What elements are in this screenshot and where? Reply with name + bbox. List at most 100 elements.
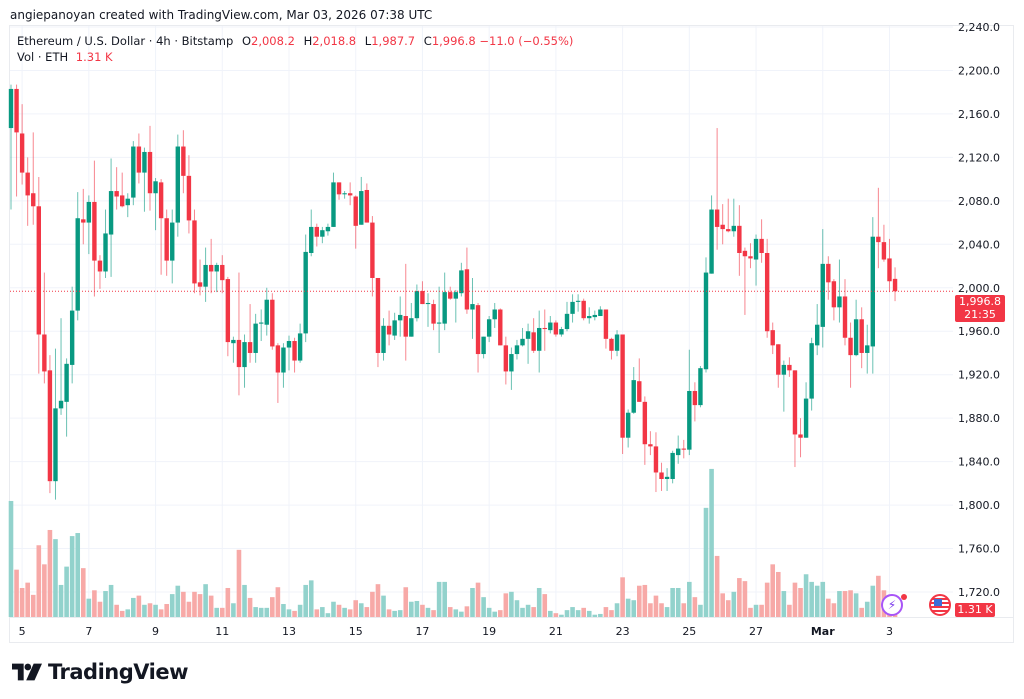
tradingview-logo[interactable]: TradingView [12, 660, 188, 684]
candle-body [103, 233, 108, 272]
volume-bar [826, 598, 831, 617]
candle-body [520, 338, 525, 346]
candle-body [242, 342, 247, 368]
volume-bar [848, 590, 853, 617]
candle-body [25, 172, 30, 196]
volume-bar [320, 607, 325, 617]
volume-bar [103, 591, 108, 617]
candle-body [297, 333, 303, 361]
price-tick-label: 2,160.0 [958, 108, 1000, 121]
candle-body [781, 364, 787, 375]
candle-body [637, 381, 642, 402]
volume-bar [303, 584, 308, 617]
time-tick-label: Mar [811, 625, 835, 638]
candle-body [575, 300, 581, 302]
candle-body [81, 219, 86, 223]
volume-bar [725, 600, 731, 617]
candle-body [208, 264, 214, 272]
volume-bar [164, 604, 169, 617]
candle-body [342, 193, 347, 195]
volume-bar [42, 564, 47, 617]
ideas-lightning-icon[interactable]: ⚡ [881, 594, 903, 616]
candle-body [859, 319, 864, 353]
candle-body [742, 250, 748, 257]
volume-bar [447, 607, 453, 617]
volume-bar [142, 604, 147, 617]
candle-body [692, 390, 698, 406]
candle-body [681, 448, 686, 450]
candle-body [264, 299, 269, 325]
volume-bar [153, 604, 158, 617]
volume-bar [814, 585, 820, 617]
candle-body [842, 296, 848, 338]
candle-body [236, 339, 242, 368]
candle-body [292, 341, 297, 361]
volume-bar [281, 604, 286, 617]
candle-body [381, 325, 386, 353]
candle-body [664, 476, 670, 479]
candle-body [764, 253, 770, 332]
candle-body [809, 343, 814, 399]
volume-bar [364, 607, 370, 617]
time-tick-label: 15 [349, 625, 363, 638]
candle-body [581, 300, 586, 319]
candle-body [703, 272, 709, 370]
time-tick-label: 13 [282, 625, 296, 638]
volume-bar [648, 603, 653, 617]
time-tick-label: 5 [19, 625, 26, 638]
last-price-value: 1,996.8 [959, 295, 1001, 308]
volume-bar [25, 582, 30, 617]
volume-bar [86, 598, 92, 617]
us-flag-events-icon[interactable] [929, 594, 951, 616]
volume-bar [47, 529, 53, 617]
candle-body [881, 242, 887, 260]
time-tick-label: 9 [152, 625, 159, 638]
volume-bar [503, 593, 509, 617]
volume-bar [798, 587, 803, 617]
candle-body [748, 256, 753, 259]
volume-bar [876, 575, 881, 617]
candle-body [259, 322, 264, 324]
candle-body [525, 331, 531, 339]
time-tick-label: 27 [749, 625, 763, 638]
price-tick-label: 1,960.0 [958, 325, 1000, 338]
candle-body [125, 198, 130, 206]
volume-bar [236, 549, 242, 617]
last-volume-tag: 1.31 K [955, 603, 995, 617]
candle-body [58, 400, 64, 409]
volume-bar [492, 611, 498, 617]
legend-symbol[interactable]: Ethereum / U.S. Dollar · 4h · Bitstamp [17, 34, 234, 48]
candle-body [542, 327, 547, 330]
time-tick-label: 23 [616, 625, 630, 638]
candle-body [787, 364, 792, 371]
volume-bar [831, 603, 837, 617]
time-tick-label: 19 [482, 625, 496, 638]
candle-body [598, 309, 603, 317]
candle-body [64, 363, 69, 402]
volume-bar [514, 600, 520, 617]
candle-body [414, 291, 420, 319]
candle-body [97, 260, 103, 272]
candle-body [53, 408, 58, 482]
volume-bar [659, 603, 664, 617]
volume-bar [775, 571, 781, 617]
volume-bar [820, 581, 826, 617]
candle-body [270, 299, 275, 347]
volume-bar [764, 582, 770, 617]
candle-body [336, 182, 342, 195]
volume-bar [420, 604, 425, 617]
candle-body [803, 398, 809, 438]
candle-body [170, 222, 175, 261]
volume-bar [247, 597, 253, 617]
volume-bar [497, 610, 503, 617]
legend-volume-label[interactable]: Vol · ETH [17, 50, 69, 64]
candle-body [8, 88, 14, 129]
candle-body [325, 226, 331, 232]
candle-body [31, 193, 36, 207]
candle-body [69, 310, 75, 365]
volume-bar [548, 610, 553, 617]
volume-bar [403, 587, 409, 617]
candle-body [837, 296, 842, 308]
volume-bar [842, 591, 848, 617]
